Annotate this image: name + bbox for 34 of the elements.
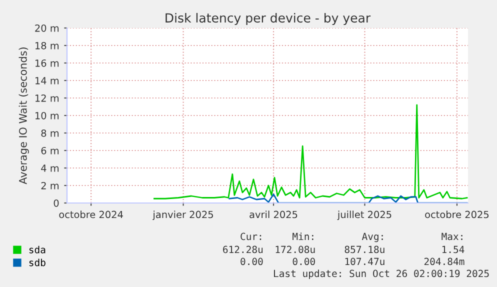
x-tick-label: juillet 2025 — [337, 210, 392, 220]
y-tick-label: 10 m — [36, 112, 59, 120]
y-tick-label: 20 m — [35, 24, 59, 32]
x-tick-label: octobre 2024 — [59, 210, 123, 218]
text: Min: — [292, 232, 314, 240]
legend-label: sdb — [29, 258, 46, 266]
chart-title: Disk latency per device - by year — [166, 12, 371, 26]
x-tick-label: octobre 2025 — [425, 210, 489, 218]
y-tick-label: 0 — [54, 199, 59, 207]
y-tick-label: 4 m — [41, 164, 59, 172]
line-series — [154, 104, 468, 200]
y-tick-label: 2 m — [41, 182, 59, 190]
text: 107.47u — [345, 258, 384, 266]
x-tick-label: janvier 2025 — [152, 210, 213, 220]
x-tick-label: avril 2025 — [250, 210, 298, 218]
y-tick-label: 16 m — [36, 59, 59, 67]
text: 612.28u — [223, 246, 263, 254]
y-axis-title: Average IO Wait (seconds) — [18, 48, 29, 184]
text: 0.00 — [292, 258, 315, 266]
text: 857.18u — [344, 246, 384, 254]
y-tick-label: 8 m — [41, 129, 59, 137]
text: Last update: Sun Oct 26 02:00:19 2025 — [274, 270, 489, 280]
y-tick-label: 18 m — [36, 42, 59, 50]
text: Max: — [442, 232, 462, 240]
text: 0.00 — [240, 258, 263, 266]
text: 204.84m — [424, 258, 464, 266]
legend-label: sda — [29, 246, 46, 254]
y-tick-label: 12 m — [36, 94, 59, 102]
text: Cur: — [240, 232, 262, 240]
text: 172.08u — [276, 246, 315, 254]
text: Avg: — [362, 232, 383, 242]
text: 1.54 — [442, 246, 464, 254]
y-tick-label: 6 m — [41, 146, 59, 154]
y-tick-label: 14 m — [36, 77, 59, 84]
